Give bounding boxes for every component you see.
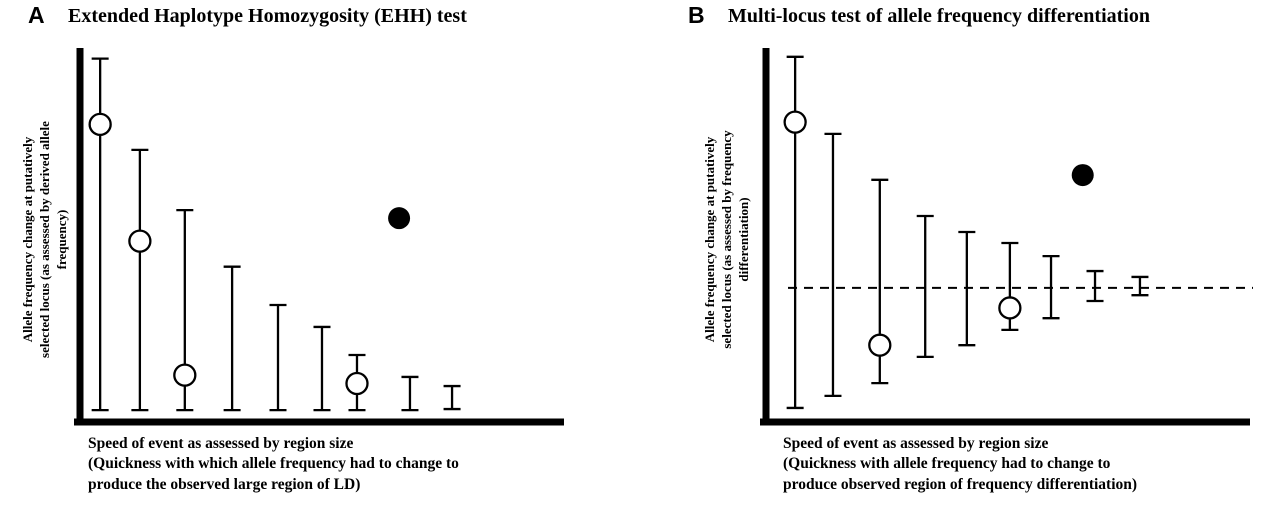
- panel-a-title: Extended Haplotype Homozygosity (EHH) te…: [68, 5, 467, 27]
- error-bar: [401, 375, 419, 412]
- error-bar: [916, 214, 934, 359]
- error-bar: [131, 148, 149, 412]
- error-bar: [1086, 269, 1104, 303]
- error-bar: [223, 265, 241, 412]
- open-circle-marker: [998, 296, 1022, 320]
- axes: [760, 48, 1250, 426]
- error-bar: [1131, 275, 1149, 297]
- filled-circle-marker: [388, 207, 411, 230]
- panel-b-title: Multi-locus test of allele frequency dif…: [728, 5, 1150, 27]
- panel-b-plot-area: [760, 48, 1253, 426]
- open-circle-marker: [868, 333, 892, 357]
- panel-b-letter: B: [688, 2, 705, 28]
- panel-b-y-axis-label: Allele frequency change at putatively se…: [702, 130, 751, 349]
- error-bar: [958, 230, 976, 347]
- panel-a-y-axis-label: Allele frequency change at putatively se…: [20, 121, 69, 358]
- open-circle-marker: [783, 110, 807, 134]
- error-bar: [443, 384, 461, 411]
- error-bar: [1042, 254, 1060, 320]
- error-bar: [786, 55, 804, 410]
- panel-a-plot-area: [74, 48, 564, 426]
- error-bar: [824, 132, 842, 398]
- error-bar: [91, 57, 109, 412]
- panel-b-x-axis-label: Speed of event as assessed by region siz…: [783, 435, 1138, 493]
- open-circle-marker: [88, 112, 112, 136]
- open-circle-marker: [128, 229, 152, 253]
- filled-circle-marker: [1071, 164, 1094, 187]
- open-circle-marker: [345, 371, 369, 396]
- open-circle-marker: [173, 363, 197, 387]
- error-bar: [269, 303, 287, 412]
- error-bar: [313, 325, 331, 412]
- axes: [74, 48, 564, 426]
- panel-a-letter: A: [28, 2, 45, 28]
- panel-a-x-axis-label: Speed of event as assessed by region siz…: [88, 435, 459, 493]
